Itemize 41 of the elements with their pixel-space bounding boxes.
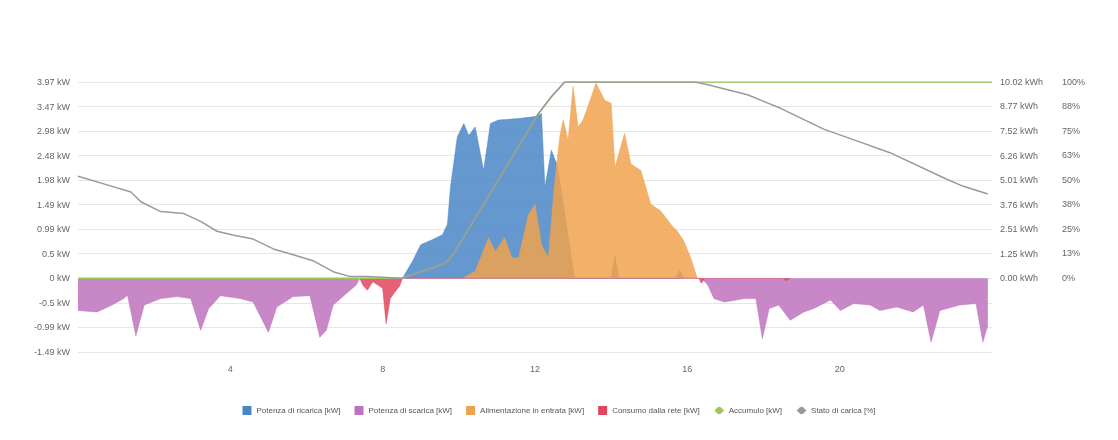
y-tick-label: 0.5 kW <box>41 248 71 259</box>
legend-label: Potenza di scarica [kW] <box>368 406 453 415</box>
y-tick-label: 2.48 kW <box>36 150 71 161</box>
y-tick-label: -0.5 kW <box>38 298 71 309</box>
y2-tick-label: 2.51 kWh <box>1000 224 1039 235</box>
y2-tick-label: 5.01 kWh <box>1000 175 1039 186</box>
legend-label: Potenza di ricarica [kW] <box>256 406 341 415</box>
y2-tick-label: 0.00 kWh <box>1000 273 1039 284</box>
x-tick-label: 8 <box>380 363 386 374</box>
legend-label: Consumo dalla rete [kW] <box>612 406 700 415</box>
y3-tick-label: 50% <box>1062 175 1081 186</box>
y3-tick-label: 63% <box>1062 149 1081 160</box>
y-tick-label: 1.98 kW <box>36 175 71 186</box>
y-tick-label: 0.99 kW <box>36 224 71 235</box>
y2-tick-label: 7.52 kWh <box>1000 125 1039 136</box>
y-tick-label: 0 kW <box>49 273 71 284</box>
x-tick-label: 16 <box>682 363 693 374</box>
y-tick-label: -1.49 kW <box>33 347 71 357</box>
legend-label: Alimentazione in entrata [kW] <box>480 406 585 415</box>
y3-tick-label: 88% <box>1062 100 1081 111</box>
y3-tick-label: 0% <box>1062 273 1076 284</box>
y-tick-label: 3.97 kW <box>36 77 71 87</box>
y2-tick-label: 8.77 kWh <box>1000 101 1039 112</box>
legend-label: Stato di carica [%] <box>811 406 876 415</box>
y3-tick-label: 13% <box>1062 247 1081 258</box>
y-tick-label: -0.99 kW <box>33 322 71 333</box>
y-tick-label: 1.49 kW <box>36 199 71 210</box>
y2-tick-label: 6.26 kWh <box>1000 150 1039 161</box>
y2-tick-label: 10.02 kWh <box>1000 77 1044 87</box>
y3-tick-label: 38% <box>1062 198 1081 209</box>
y2-tick-label: 1.25 kWh <box>1000 248 1039 259</box>
y2-tick-label: 3.76 kWh <box>1000 199 1039 210</box>
y3-tick-label: 25% <box>1062 224 1081 235</box>
legend-label: Accumulo [kW] <box>728 406 783 415</box>
x-tick-label: 12 <box>529 363 541 374</box>
x-tick-label: 4 <box>227 363 233 374</box>
y3-tick-label: 100% <box>1062 77 1086 87</box>
y-tick-label: 3.47 kW <box>36 101 71 112</box>
y3-tick-label: 75% <box>1062 126 1081 137</box>
y-tick-label: 2.98 kW <box>36 125 71 136</box>
x-tick-label: 20 <box>834 363 845 374</box>
